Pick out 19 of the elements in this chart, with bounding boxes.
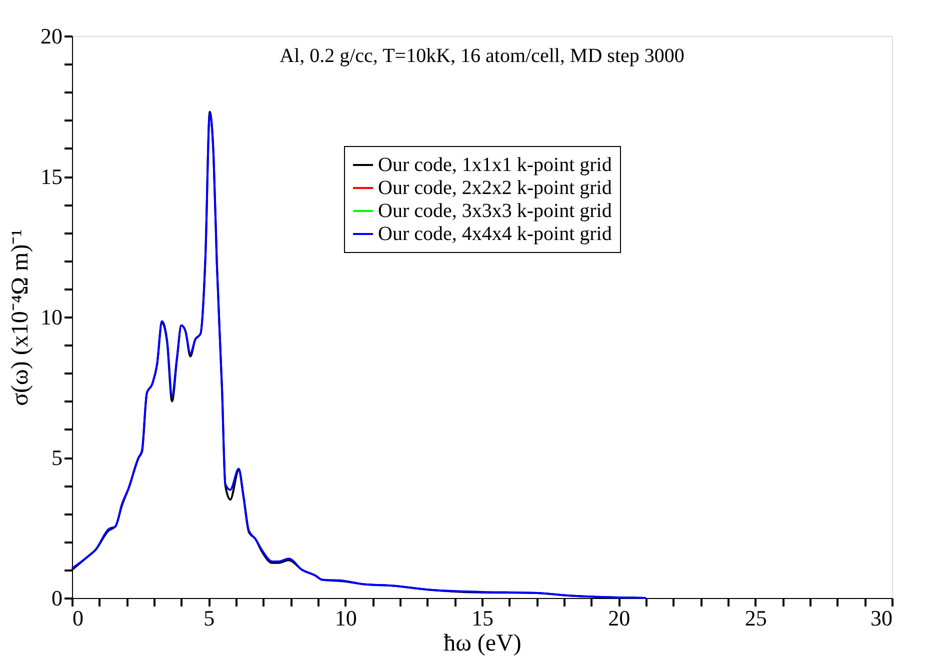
x-tick-label: 30 xyxy=(870,606,892,630)
x-axis-title: ħω (eV) xyxy=(444,630,522,656)
y-tick-label: 0 xyxy=(52,586,62,610)
x-tick-label: 0 xyxy=(72,606,84,630)
y-tick-label: 20 xyxy=(40,24,62,48)
legend-label: Our code, 2x2x2 k-point grid xyxy=(378,177,612,199)
x-tick-label: 15 xyxy=(472,606,494,630)
legend-label: Our code, 1x1x1 k-point grid xyxy=(378,154,612,176)
y-tick-label: 5 xyxy=(52,445,62,470)
x-tick-label: 20 xyxy=(608,606,630,630)
legend-label: Our code, 4x4x4 k-point grid xyxy=(378,223,612,245)
y-axis-title: σ(ω) (x10⁻⁴Ω m)⁻¹ xyxy=(8,229,34,406)
y-tick-label: 15 xyxy=(40,164,62,189)
x-tick-label: 5 xyxy=(204,606,215,630)
legend-label: Our code, 3x3x3 k-point grid xyxy=(378,200,612,222)
x-tick-label: 10 xyxy=(334,606,357,630)
x-tick-label: 25 xyxy=(744,606,767,630)
annotation: Al, 0.2 g/cc, T=10kK, 16 atom/cell, MD step 3000 xyxy=(280,45,684,67)
y-tick-label: 10 xyxy=(40,304,62,330)
